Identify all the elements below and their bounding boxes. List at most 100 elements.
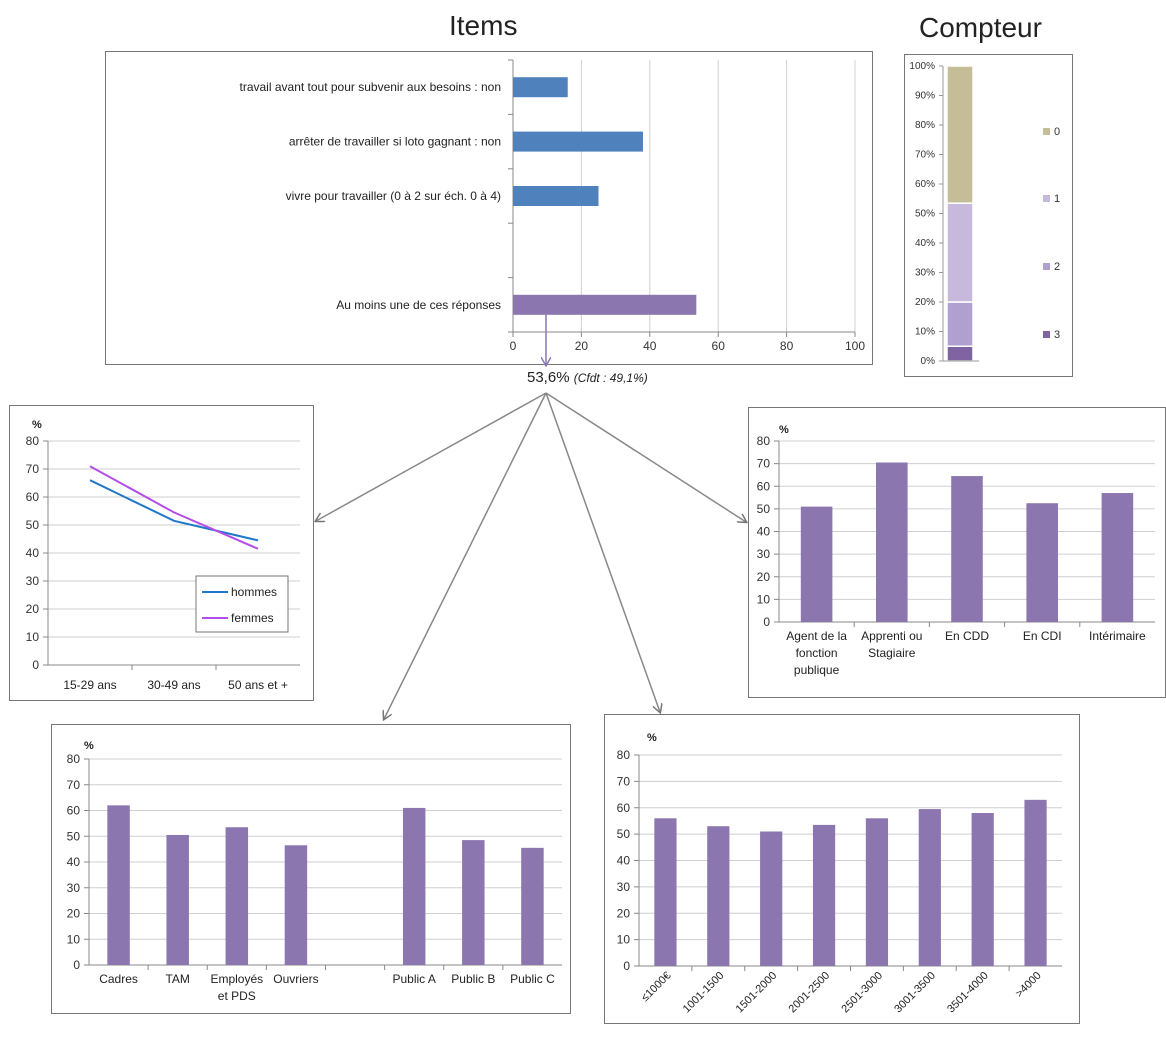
legend-label: 1 (1054, 193, 1060, 205)
legend-label: hommes (231, 585, 277, 599)
x-tick-label: Apprenti ou (861, 629, 922, 643)
summary-label: 53,6% (Cfdt : 49,1%) (527, 369, 648, 386)
x-tick-label: Ouvriers (273, 972, 318, 986)
legend-label: femmes (231, 611, 274, 625)
stack-segment (946, 65, 974, 204)
y-tick-label: 50 (757, 502, 771, 516)
bar (951, 476, 983, 622)
bar (1026, 503, 1058, 622)
items-chart-panel: 0 20 40 60 80 100 travail avant tout pour subv… (105, 51, 873, 365)
y-tick-label: 50% (915, 209, 935, 220)
y-tick-label: 100% (909, 61, 935, 72)
bar (402, 807, 426, 965)
x-tick-label: 0 (510, 339, 517, 353)
bar (107, 805, 130, 965)
arrow-contract (545, 392, 746, 522)
stack-segment (946, 202, 974, 303)
counter-title: Compteur (919, 12, 1042, 43)
x-tick-label: Public A (393, 972, 436, 986)
x-tick-label: TAM (165, 972, 189, 986)
arrow-occupation (384, 392, 547, 719)
bar (876, 462, 908, 622)
y-tick-label: 40 (67, 855, 81, 869)
y-tick-label: 30% (915, 268, 935, 279)
y-tick-label: 30 (757, 547, 771, 561)
x-tick-label: 40 (643, 339, 657, 353)
y-tick-label: 80 (617, 748, 631, 762)
category-label: travail avant tout pour subvenir aux bes… (240, 80, 502, 94)
income-chart-panel: % 0 10 20 30 40 50 60 70 80 ≤1000€ 1001-1500 1501-20… (604, 714, 1080, 1024)
y-tick-label: 20 (26, 602, 40, 616)
x-tick-label: Stagiaire (868, 646, 916, 660)
items-title: Items (449, 10, 518, 41)
counter-chart-panel: 0% 10% 20% 30% 40% 50% 60% 70% 80% 90% 100% 0 1 2 3 (904, 54, 1073, 377)
bar (918, 809, 941, 966)
y-tick-label: 70 (26, 462, 40, 476)
age-chart: % 0 10 20 30 40 50 60 70 80 15-29 ans 30-49 ans 50 a… (26, 419, 300, 692)
y-tick-label: 60 (26, 490, 40, 504)
arrow-income (545, 392, 660, 712)
y-tick-label: 10 (26, 630, 40, 644)
y-tick-label: 10 (757, 592, 771, 606)
y-tick-label: 80 (67, 752, 81, 766)
y-tick-label: 0 (73, 958, 80, 972)
y-tick-label: 10% (915, 327, 935, 338)
y-tick-label: 70 (67, 778, 81, 792)
x-tick-label: Cadres (99, 972, 138, 986)
y-tick-label: 20% (915, 297, 935, 308)
y-tick-label: 50 (26, 518, 40, 532)
bar (1101, 493, 1134, 622)
category-label: Au moins une de ces réponses (336, 298, 501, 312)
y-tick-label: 30 (67, 881, 81, 895)
counter-chart: 0% 10% 20% 30% 40% 50% 60% 70% 80% 90% 100% 0 1 2 3 (909, 61, 1060, 367)
legend-swatch (1043, 128, 1050, 135)
stack-segment (946, 301, 974, 347)
y-axis-label: % (84, 740, 94, 752)
y-tick-label: 80 (757, 434, 771, 448)
arrow-age (316, 392, 547, 521)
summary-note: (Cfdt : 49,1%) (573, 371, 648, 385)
y-axis-label: % (779, 424, 789, 436)
y-tick-label: 10 (67, 932, 81, 946)
legend-swatch (1043, 195, 1050, 202)
x-tick-label: En CDI (1023, 629, 1062, 643)
series-line-femmes (89, 465, 259, 550)
y-tick-label: 20 (757, 570, 771, 584)
y-tick-label: 70 (617, 774, 631, 788)
y-tick-label: 50 (617, 827, 631, 841)
x-tick-label: Public C (510, 972, 555, 986)
x-tick-label: et PDS (218, 989, 256, 1003)
summary-value: 53,6% (527, 369, 570, 386)
y-tick-label: 60 (757, 479, 771, 493)
bar (462, 840, 485, 965)
legend-label: 2 (1054, 261, 1060, 273)
y-tick-label: 60 (67, 804, 81, 818)
category-label: arrêter de travailler si loto gagnant : … (289, 135, 501, 149)
y-tick-label: 70% (915, 150, 935, 161)
y-tick-label: 40 (617, 854, 631, 868)
y-tick-label: 0 (623, 959, 630, 973)
y-tick-label: 30 (617, 880, 631, 894)
x-tick-label: fonction (796, 646, 838, 660)
bar (812, 824, 836, 966)
y-tick-label: 30 (26, 574, 40, 588)
y-tick-label: 20 (617, 906, 631, 920)
y-tick-label: 80 (26, 434, 40, 448)
x-tick-label: 50 ans et + (228, 678, 288, 692)
contract-chart: % 0 10 20 30 40 50 60 70 80 Agent de la fonction pub… (757, 424, 1155, 677)
legend-label: 3 (1054, 329, 1060, 341)
bar (760, 831, 783, 966)
bar (513, 77, 568, 98)
age-chart-panel: % 0 10 20 30 40 50 60 70 80 15-29 ans 30-49 ans 50 a… (9, 405, 314, 701)
y-tick-label: 90% (915, 91, 935, 102)
y-tick-label: 60 (617, 801, 631, 815)
occupation-chart-panel: % 0 10 20 30 40 50 60 70 80 Cadres TAM Employés et PD… (51, 724, 571, 1014)
y-tick-label: 40 (757, 525, 771, 539)
x-tick-label: Public B (451, 972, 495, 986)
bar (1024, 799, 1047, 966)
category-label: vivre pour travailler (0 à 2 sur éch. 0 … (286, 189, 501, 203)
y-tick-label: 70 (757, 457, 771, 471)
bar (971, 813, 994, 966)
x-tick-label: 80 (780, 339, 794, 353)
